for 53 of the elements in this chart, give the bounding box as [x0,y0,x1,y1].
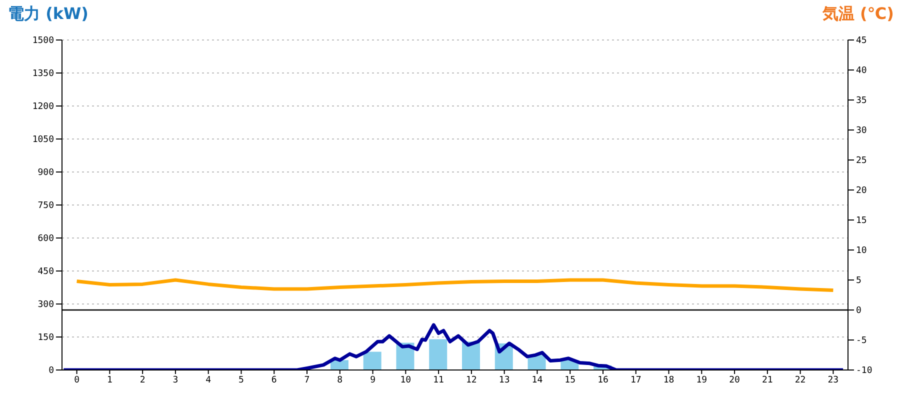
y2-tick-label: -5 [856,336,867,346]
y-tick-label: 1200 [32,102,54,112]
x-tick-label: 8 [337,375,343,386]
x-tick-label: 20 [729,375,740,386]
y-tick-label: 150 [38,333,54,344]
y-tick-label: 1050 [32,135,54,146]
x-tick-label: 3 [172,375,178,386]
bar [363,352,382,370]
x-tick-label: 12 [466,375,477,386]
x-tick-label: 23 [828,375,839,386]
x-tick-label: 6 [271,375,277,386]
x-tick-label: 14 [532,375,543,386]
x-tick-label: 16 [598,375,608,386]
y-tick-label: 1500 [32,36,54,46]
x-tick-label: 22 [794,375,806,386]
x-tick-label: 18 [663,375,674,386]
x-tick-label: 5 [238,375,244,386]
y2-tick-label: 5 [856,276,862,286]
x-tick-label: 19 [696,375,708,386]
line-series [62,323,845,370]
x-tick-label: 17 [630,375,642,386]
y2-tick-label: 20 [856,186,867,196]
y-tick-label: 900 [38,168,54,178]
y-tick-label: 1350 [32,69,54,80]
x-tick-label: 0 [74,375,80,386]
y-axis-title: 電力 (kW) [8,4,88,25]
y2-tick-label: 0 [856,306,862,316]
y-tick-label: 450 [38,267,54,278]
y-tick-label: 750 [38,201,54,212]
bar [429,339,448,370]
y2-tick-label: 25 [856,156,867,166]
x-tick-label: 2 [140,375,146,386]
y2-tick-label: 30 [856,126,867,136]
x-tick-label: 21 [762,375,773,386]
x-tick-label: 4 [206,375,212,386]
y2-axis-title: 気温 (℃) [822,4,894,25]
y2-tick-label: -10 [856,366,872,376]
y2-tick-label: 35 [856,96,867,106]
y-tick-label: 600 [38,234,54,244]
x-tick-label: 10 [400,375,412,386]
y-tick-label: 300 [38,300,54,310]
x-tick-label: 1 [106,375,112,386]
x-tick-label: 7 [304,375,310,386]
x-tick-label: 9 [370,375,376,386]
y-tick-label: 0 [48,366,54,376]
x-tick-label: 15 [564,375,576,386]
y2-tick-label: 10 [856,246,867,256]
line-series [75,278,835,292]
y2-tick-label: 40 [856,66,867,76]
y2-tick-label: 45 [856,36,867,46]
x-tick-label: 11 [433,375,444,386]
y2-tick-label: 15 [856,216,867,226]
x-tick-label: 13 [498,375,510,386]
